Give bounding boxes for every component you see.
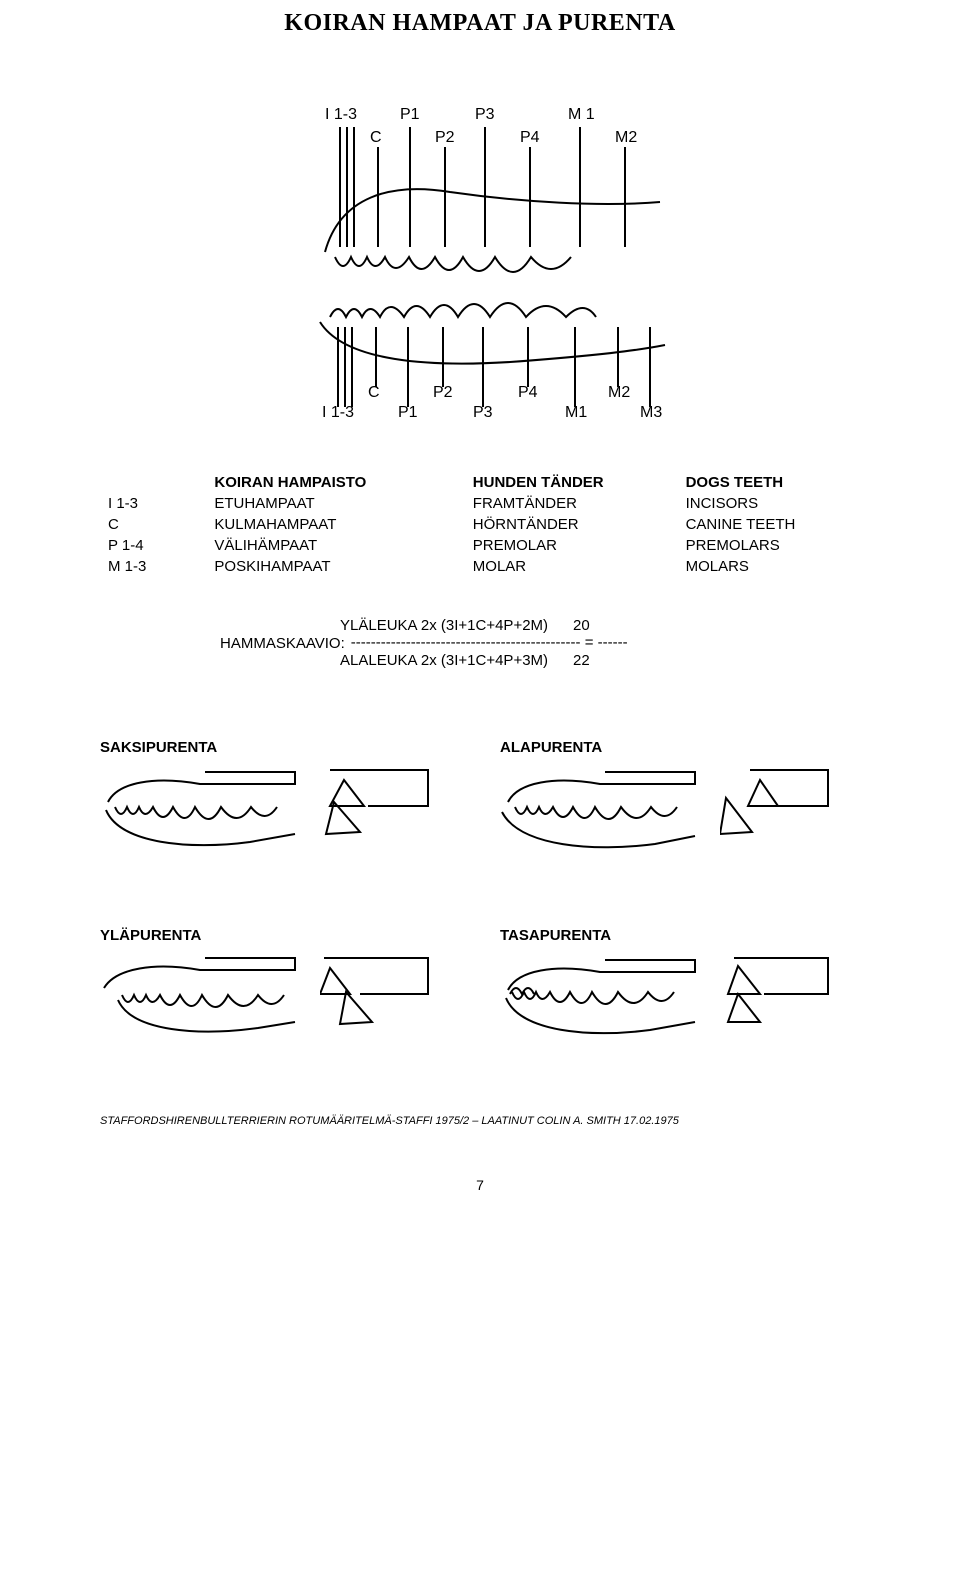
td: ETUHAMPAAT xyxy=(206,493,464,514)
terminology-table: KOIRAN HAMPAISTO HUNDEN TÄNDER DOGS TEET… xyxy=(100,472,860,577)
jaw-diagram-svg: I 1-3 C P1 P2 P3 P4 M 1 M2 I 1-3 C P1 P2… xyxy=(270,97,690,417)
label-upper-P2: P2 xyxy=(435,129,455,146)
label-upper-P3: P3 xyxy=(475,106,495,123)
table-row: M 1-3 POSKIHAMPAAT MOLAR MOLARS xyxy=(100,556,860,577)
td: P 1-4 xyxy=(100,535,206,556)
formula-lower: ALALEUKA 2x (3I+1C+4P+3M) 22 xyxy=(220,652,860,669)
formula-mid: ----------------------------------------… xyxy=(351,634,628,651)
label-upper-I: I 1-3 xyxy=(325,106,357,123)
label-upper-M2: M2 xyxy=(615,129,637,146)
label-lower-M2: M2 xyxy=(608,384,630,401)
dentition-diagram: I 1-3 C P1 P2 P3 P4 M 1 M2 I 1-3 C P1 P2… xyxy=(100,97,860,422)
label-upper-C: C xyxy=(370,129,382,146)
page-number: 7 xyxy=(100,1177,860,1193)
td: VÄLIHÄMPAAT xyxy=(206,535,464,556)
label-lower-I: I 1-3 xyxy=(322,404,354,417)
th-0 xyxy=(100,472,206,493)
bite-row-1: SAKSIPURENTA xyxy=(100,739,860,857)
bite-label: YLÄPURENTA xyxy=(100,927,460,944)
td: POSKIHAMPAAT xyxy=(206,556,464,577)
page-title: KOIRAN HAMPAAT JA PURENTA xyxy=(100,10,860,37)
bite-label: ALAPURENTA xyxy=(500,739,860,756)
label-lower-P1: P1 xyxy=(398,404,418,417)
td: INCISORS xyxy=(678,493,860,514)
label-lower-P2: P2 xyxy=(433,384,453,401)
bite-jaw-icon xyxy=(500,950,700,1045)
th-2: HUNDEN TÄNDER xyxy=(465,472,678,493)
label-upper-P1: P1 xyxy=(400,106,420,123)
td: I 1-3 xyxy=(100,493,206,514)
td: C xyxy=(100,514,206,535)
footer-note: STAFFORDSHIRENBULLTERRIERIN ROTUMÄÄRITEL… xyxy=(100,1115,860,1127)
formula-label: HAMMASKAAVIO: xyxy=(220,635,345,652)
table-row: I 1-3 ETUHAMPAAT FRAMTÄNDER INCISORS xyxy=(100,493,860,514)
bite-tasapurenta: TASAPURENTA xyxy=(500,927,860,1045)
label-lower-M1: M1 xyxy=(565,404,587,417)
td: CANINE TEETH xyxy=(678,514,860,535)
td: MOLAR xyxy=(465,556,678,577)
td: M 1-3 xyxy=(100,556,206,577)
bite-row-2: YLÄPURENTA xyxy=(100,927,860,1045)
td: PREMOLAR xyxy=(465,535,678,556)
td: PREMOLARS xyxy=(678,535,860,556)
bite-alapurenta: ALAPURENTA xyxy=(500,739,860,857)
bite-label: TASAPURENTA xyxy=(500,927,860,944)
td: HÖRNTÄNDER xyxy=(465,514,678,535)
label-lower-C: C xyxy=(368,384,380,401)
th-3: DOGS TEETH xyxy=(678,472,860,493)
document-page: KOIRAN HAMPAAT JA PURENTA xyxy=(0,0,960,1233)
bite-detail-icon xyxy=(720,950,830,1045)
bite-jaw-icon xyxy=(100,762,300,857)
bite-label: SAKSIPURENTA xyxy=(100,739,460,756)
label-lower-M3: M3 xyxy=(640,404,662,417)
label-lower-P3: P3 xyxy=(473,404,493,417)
bite-jaw-icon xyxy=(500,762,700,857)
label-upper-P4: P4 xyxy=(520,129,540,146)
bite-detail-icon xyxy=(320,762,430,857)
td: MOLARS xyxy=(678,556,860,577)
label-lower-P4: P4 xyxy=(518,384,538,401)
td: FRAMTÄNDER xyxy=(465,493,678,514)
bite-saksipurenta: SAKSIPURENTA xyxy=(100,739,460,857)
formula-upper: YLÄLEUKA 2x (3I+1C+4P+2M) 20 xyxy=(220,617,860,634)
label-upper-M1: M 1 xyxy=(568,106,595,123)
bite-detail-icon xyxy=(720,762,830,857)
td: KULMAHAMPAAT xyxy=(206,514,464,535)
bite-ylapurenta: YLÄPURENTA xyxy=(100,927,460,1045)
table-row: C KULMAHAMPAAT HÖRNTÄNDER CANINE TEETH xyxy=(100,514,860,535)
bite-detail-icon xyxy=(320,950,430,1045)
bite-jaw-icon xyxy=(100,950,300,1045)
th-1: KOIRAN HAMPAISTO xyxy=(206,472,464,493)
table-row: P 1-4 VÄLIHÄMPAAT PREMOLAR PREMOLARS xyxy=(100,535,860,556)
dental-formula: YLÄLEUKA 2x (3I+1C+4P+2M) 20 HAMMASKAAVI… xyxy=(100,617,860,669)
table-header-row: KOIRAN HAMPAISTO HUNDEN TÄNDER DOGS TEET… xyxy=(100,472,860,493)
